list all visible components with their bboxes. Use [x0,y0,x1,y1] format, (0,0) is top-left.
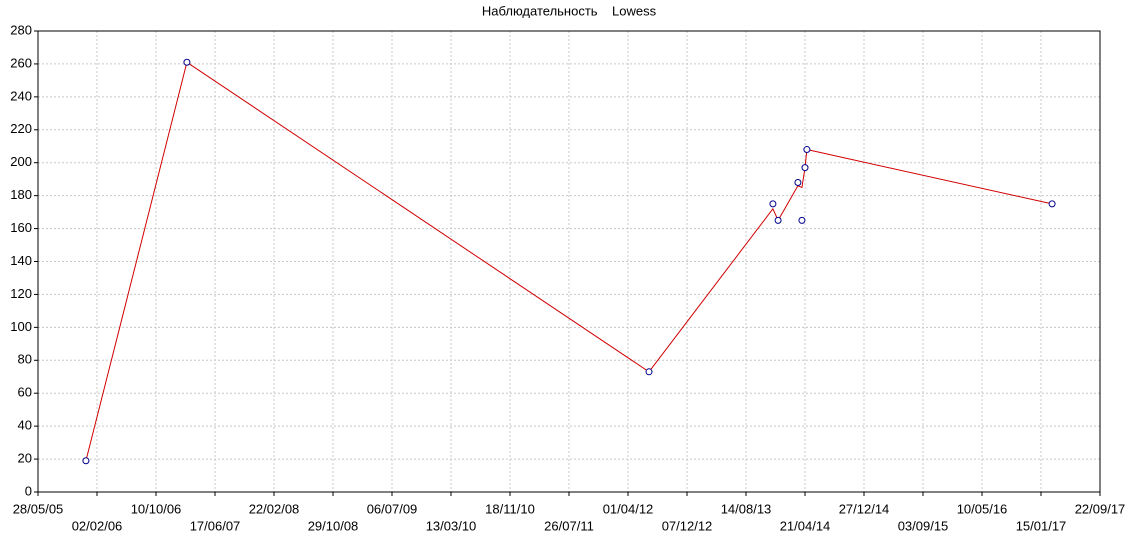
data-point [801,164,809,172]
x-tick-label: 21/04/14 [780,518,831,533]
data-point [769,200,777,208]
x-tick-label: 15/01/17 [1016,518,1067,533]
data-point [1048,200,1056,208]
lowess-line [85,61,1053,461]
y-tick-label: 160 [10,220,32,235]
x-tick-label: 29/10/08 [308,518,359,533]
y-tick-label: 0 [25,483,32,498]
data-point [803,146,811,154]
y-tick-label: 260 [10,55,32,70]
x-tick-label: 03/09/15 [898,518,949,533]
x-tick-label: 13/03/10 [426,518,477,533]
x-tick-label: 22/09/17 [1075,501,1126,516]
x-tick-label: 18/11/10 [485,501,535,516]
y-tick-label: 220 [10,121,32,136]
y-tick-label: 200 [10,154,32,169]
x-tick-label: 10/10/06 [131,501,182,516]
x-tick-label: 01/04/12 [603,501,654,516]
plot-frame [37,30,1101,493]
y-tick-label: 180 [10,187,32,202]
x-tick-label: 07/12/12 [662,518,713,533]
data-point [645,368,653,376]
data-point [774,216,782,224]
y-tick-label: 120 [10,286,32,301]
y-tick-label: 80 [18,352,32,367]
data-point [798,216,806,224]
x-tick-label: 06/07/09 [367,501,418,516]
x-tick-label: 17/06/07 [190,518,241,533]
y-tick-label: 240 [10,88,32,103]
x-tick-label: 14/08/13 [721,501,772,516]
y-tick-label: 140 [10,253,32,268]
x-tick-label: 26/07/11 [544,518,594,533]
x-tick-label: 27/12/14 [839,501,890,516]
data-point [183,58,191,66]
x-tick-label: 02/02/06 [72,518,123,533]
y-tick-label: 20 [18,451,32,466]
y-tick-label: 100 [10,319,32,334]
x-tick-label: 10/05/16 [957,501,1008,516]
x-tick-label: 22/02/08 [249,501,300,516]
y-tick-label: 280 [10,22,32,37]
y-tick-label: 60 [18,385,32,400]
data-point [82,457,90,465]
data-point [794,178,802,186]
y-tick-label: 40 [18,418,32,433]
x-tick-label: 28/05/05 [13,501,64,516]
chart-title: Наблюдательность Lowess [482,3,657,18]
